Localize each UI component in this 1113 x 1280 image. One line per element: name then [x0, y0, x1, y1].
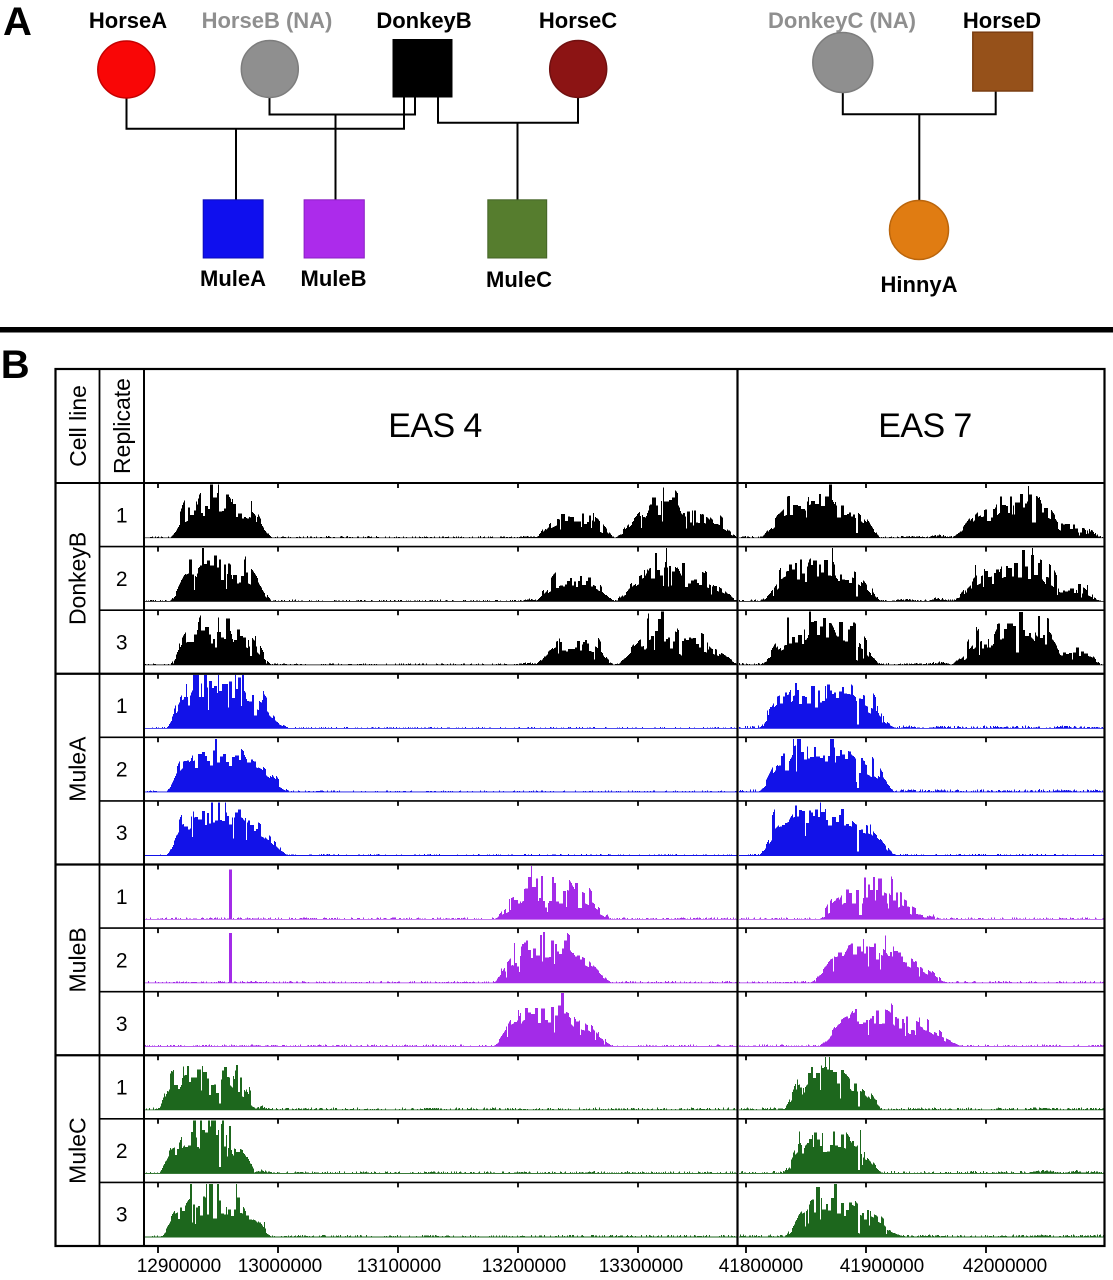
svg-text:MuleA: MuleA — [200, 266, 266, 291]
svg-text:13100000: 13100000 — [357, 1256, 442, 1277]
svg-text:Replicate: Replicate — [109, 378, 135, 474]
svg-text:13300000: 13300000 — [599, 1256, 684, 1277]
svg-text:3: 3 — [116, 822, 128, 845]
svg-text:EAS 4: EAS 4 — [388, 407, 481, 445]
svg-text:13200000: 13200000 — [482, 1256, 567, 1277]
svg-text:A: A — [3, 0, 32, 44]
svg-text:1: 1 — [116, 504, 128, 527]
svg-text:2: 2 — [116, 1140, 128, 1163]
svg-text:HorseD: HorseD — [963, 8, 1041, 33]
svg-text:DonkeyB: DonkeyB — [376, 8, 471, 33]
svg-text:2: 2 — [116, 759, 128, 782]
svg-text:3: 3 — [116, 1013, 128, 1036]
svg-text:2: 2 — [116, 568, 128, 591]
svg-text:HinnyA: HinnyA — [881, 272, 958, 297]
svg-text:MuleA: MuleA — [65, 736, 91, 802]
svg-text:HorseA: HorseA — [89, 8, 167, 33]
svg-text:B: B — [1, 343, 30, 387]
svg-text:EAS 7: EAS 7 — [878, 407, 971, 445]
svg-text:13000000: 13000000 — [238, 1256, 323, 1277]
svg-text:12900000: 12900000 — [137, 1256, 222, 1277]
svg-text:MuleB: MuleB — [65, 927, 91, 992]
svg-text:1: 1 — [116, 886, 128, 909]
svg-text:41800000: 41800000 — [719, 1256, 804, 1277]
svg-text:3: 3 — [116, 632, 128, 655]
svg-text:HorseC: HorseC — [539, 8, 617, 33]
svg-text:42000000: 42000000 — [963, 1256, 1048, 1277]
svg-text:Cell line: Cell line — [65, 385, 91, 467]
svg-text:MuleB: MuleB — [301, 266, 367, 291]
svg-text:3: 3 — [116, 1204, 128, 1227]
svg-text:HorseB (NA): HorseB (NA) — [202, 8, 333, 33]
svg-text:MuleC: MuleC — [65, 1117, 91, 1183]
svg-text:DonkeyC (NA): DonkeyC (NA) — [768, 8, 916, 33]
svg-text:1: 1 — [116, 695, 128, 718]
svg-text:1: 1 — [116, 1077, 128, 1100]
svg-text:41900000: 41900000 — [840, 1256, 925, 1277]
svg-text:2: 2 — [116, 949, 128, 972]
svg-text:DonkeyB: DonkeyB — [65, 532, 91, 625]
svg-text:MuleC: MuleC — [486, 267, 552, 292]
